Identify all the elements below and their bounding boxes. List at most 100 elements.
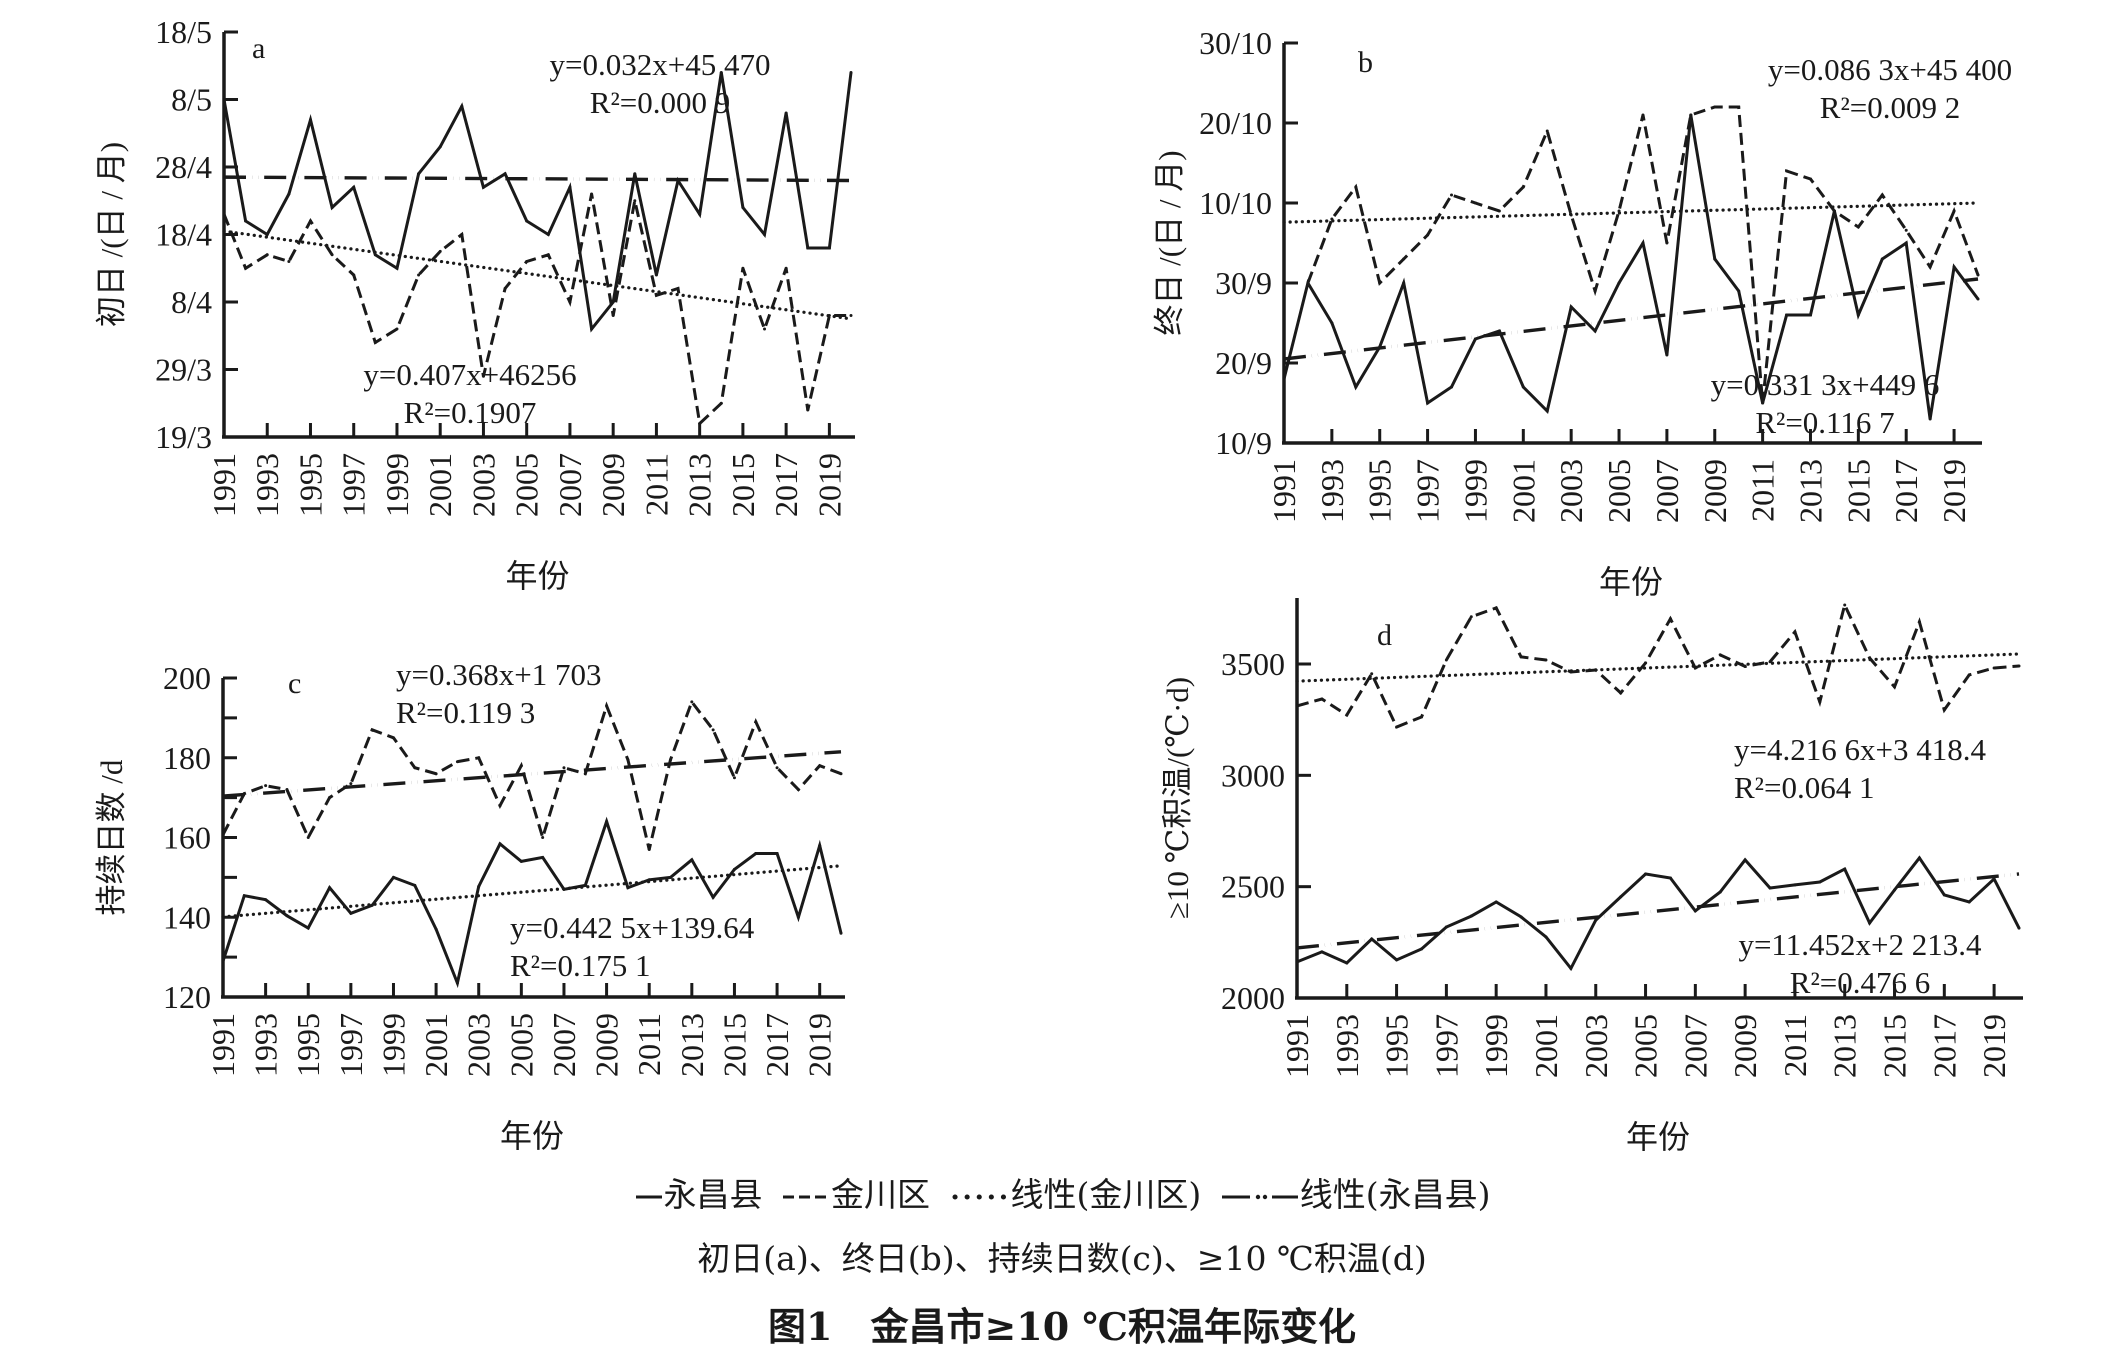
data-point [1320,697,1324,701]
x-tick-label: 2009 [1697,459,1733,523]
data-point [1402,257,1406,261]
data-point [1469,914,1473,918]
x-tick-label: 1997 [1428,1014,1464,1078]
data-point [417,172,421,176]
data-point [1354,385,1358,389]
x-tick-label: 2001 [1528,1014,1564,1078]
data-point [525,219,529,223]
trend-equation: y=0.442 5x+139.64 [510,910,755,945]
data-point [1668,876,1672,880]
series-line-yongchang [1282,114,1980,420]
solid-line-swatch-icon [635,1195,662,1199]
trend-equation: y=0.407x+46256 [363,357,576,392]
trendline-dotted [221,864,843,919]
y-tick-label: 2000 [1221,980,1285,1016]
data-point [328,886,332,890]
data-point [1793,883,1797,887]
trend-r-squared: R²=0.009 2 [1820,90,1960,125]
data-point [1641,241,1645,245]
data-point [1378,281,1382,285]
data-point [1617,209,1621,213]
data-point [1450,193,1454,197]
x-tick-label: 1993 [1314,459,1350,523]
x-tick-label: 2015 [716,1013,752,1077]
x-tick-label: 2007 [552,453,588,517]
data-point [1295,960,1299,964]
data-point [1768,886,1772,890]
data-point [1473,201,1477,205]
data-point [1893,685,1897,689]
data-point [1793,630,1797,634]
data-point [669,758,673,762]
data-point [1665,241,1669,245]
figure-title: 图1 金昌市≥10 ℃积温年际变化 [768,1304,1356,1349]
data-point [1644,661,1648,665]
data-point [1295,704,1299,708]
data-point [1928,265,1932,269]
x-tick-label: 1995 [292,453,328,517]
data-point [1469,615,1473,619]
data-point [541,855,545,859]
data-point [1768,660,1772,664]
data-point [1370,672,1374,676]
x-tick-label: 1995 [1362,459,1398,523]
data-point [498,842,502,846]
legend-item-linear-jinchuan: 线性(金川区) [949,1168,1201,1216]
trendline-dotted [1295,652,2021,683]
x-tick-label: 2013 [682,453,718,517]
legend-item-jinchuan: 金川区 [781,1168,930,1216]
data-point [503,287,507,290]
data-point [1743,858,1747,862]
data-point [265,233,269,236]
legend-label: 金川区 [831,1175,930,1214]
x-tick-label: 2011 [1777,1014,1813,1077]
dashdot-line-swatch-icon [1221,1194,1298,1200]
trend-equation: y=11.452x+2 213.4 [1738,927,1982,962]
data-point [1494,606,1498,610]
y-tick-label: 20/9 [1215,345,1272,381]
data-point [690,700,694,704]
data-point [1665,353,1669,357]
data-point [242,792,246,796]
x-tick-label: 1991 [1266,459,1302,523]
data-point [719,71,723,74]
x-tick-label: 2005 [503,1013,539,1077]
data-point [373,253,377,257]
data-point [434,927,438,931]
x-tick-label: 2001 [422,453,458,517]
data-point [647,878,651,882]
x-tick-label: 1993 [248,1013,284,1077]
data-point [1976,273,1980,277]
legend-label: 线性(永昌县) [1299,1175,1491,1214]
data-point [1737,105,1741,109]
data-point [1967,900,1971,904]
y-tick-label: 3000 [1221,757,1285,793]
y-tick-label: 19/3 [155,419,212,455]
data-point [1928,417,1932,421]
data-point [1868,656,1872,660]
x-tick-label: 2003 [1553,459,1589,523]
series-line-yongchang [222,72,853,333]
data-point [1419,947,1423,951]
x-tick-label: 2013 [674,1013,710,1077]
data-point [1668,617,1672,621]
data-point [1952,209,1956,213]
data-point [1880,257,1884,261]
x-tick-label: 2005 [1628,1014,1664,1078]
data-point [222,98,226,101]
data-point [1497,329,1501,333]
y-tick-label: 8/5 [171,82,212,118]
data-point [481,374,485,378]
x-tick-label: 2009 [595,453,631,517]
data-point [1330,321,1334,325]
y-tick-label: 30/9 [1215,265,1272,301]
data-point [264,898,268,902]
panel-label: c [288,667,301,700]
trendline-dashdot [223,175,852,183]
trend-equation: y=0.368x+1 703 [396,657,601,692]
data-point [434,772,438,776]
y-tick-label: 18/4 [155,217,212,253]
data-point [1569,966,1573,970]
trend-r-squared: R²=0.116 7 [1755,405,1894,440]
